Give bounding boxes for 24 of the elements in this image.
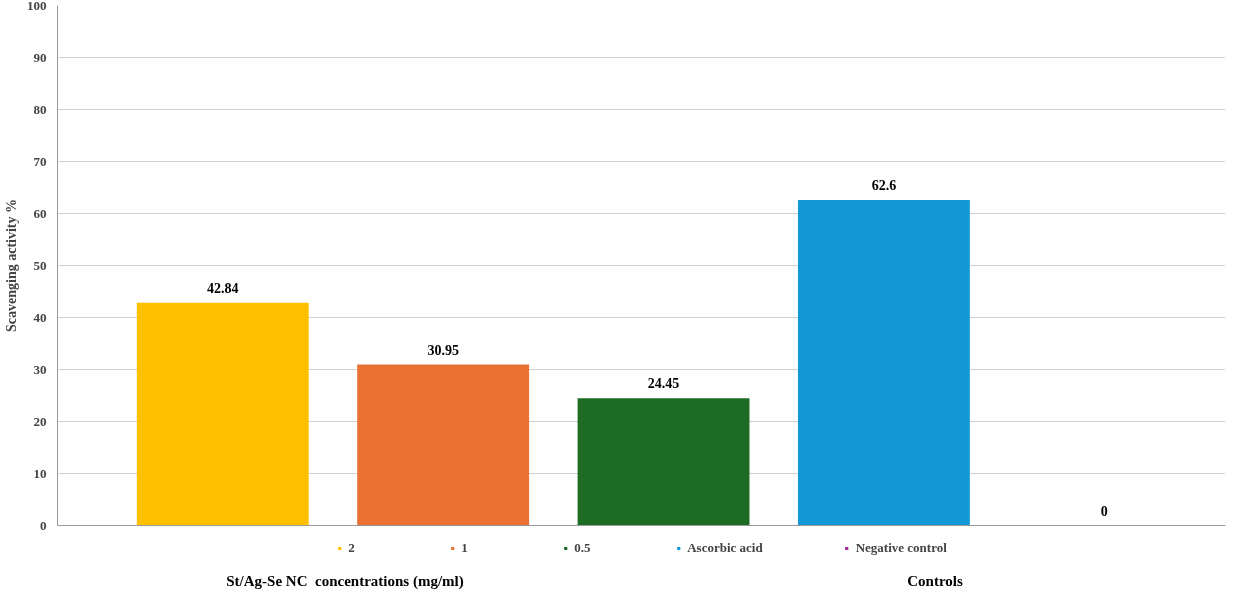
y-tick-label: 20 (33, 413, 47, 429)
legend-label: 1 (461, 540, 469, 556)
legend-label: 0.5 (574, 540, 592, 556)
y-tick-label: 0 (40, 517, 47, 533)
legend-label: Ascorbic acid (687, 540, 763, 556)
data-label: 62.6 (871, 177, 897, 193)
y-tick-label: 10 (33, 465, 47, 481)
y-tick-label: 70 (33, 153, 47, 169)
data-label: 24.45 (647, 376, 680, 392)
y-axis-title: Scavenging activity % (4, 199, 19, 332)
legend-label: 2 (348, 540, 356, 556)
y-tick-label: 80 (33, 101, 47, 117)
y-tick-label: 30 (33, 361, 47, 377)
data-label: 0 (1100, 503, 1108, 519)
y-tick-label: 50 (33, 257, 47, 273)
data-label: 42.84 (207, 280, 239, 296)
text: Controls (907, 572, 963, 591)
y-tick-label: 60 (33, 205, 47, 221)
y-tick-label: 100 (27, 0, 47, 13)
y-tick-label: 40 (33, 309, 47, 325)
y-tick-label: 90 (33, 49, 47, 65)
legend-label: Negative control (855, 540, 947, 556)
text: St/Ag-Se NC concentrations (mg/ml) (226, 572, 464, 591)
data-label: 30.95 (427, 342, 459, 358)
